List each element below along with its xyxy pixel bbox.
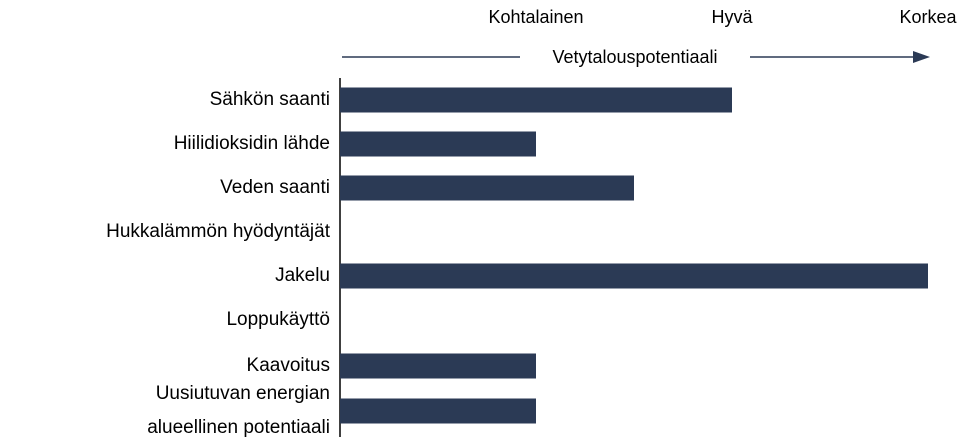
arrow-head — [913, 51, 930, 63]
y-tick-label: Hukkalämmön hyödyntäjät — [106, 221, 330, 242]
bar — [340, 353, 536, 379]
y-tick-label: Jakelu — [275, 265, 330, 286]
axis-label-bg — [520, 45, 750, 69]
x-tick-label: Hyvä — [711, 7, 753, 27]
bar — [340, 175, 634, 201]
bar — [340, 398, 536, 424]
y-tick-label: Sähkön saanti — [209, 89, 330, 110]
x-tick-label: Kohtalainen — [488, 7, 583, 27]
y-tick-label: Loppukäyttö — [226, 309, 330, 330]
y-tick-label: Hiilidioksidin lähde — [173, 133, 330, 154]
y-tick-label: Veden saanti — [220, 177, 330, 198]
bar — [340, 87, 732, 113]
bar — [340, 263, 928, 289]
y-tick-label: Uusiutuvan energian alueellinen potentia… — [147, 383, 330, 438]
y-tick-label: Kaavoitus — [246, 355, 330, 376]
x-axis-label: Vetytalouspotentiaali — [552, 47, 717, 67]
x-tick-label: Korkea — [899, 7, 957, 27]
bar — [340, 131, 536, 157]
